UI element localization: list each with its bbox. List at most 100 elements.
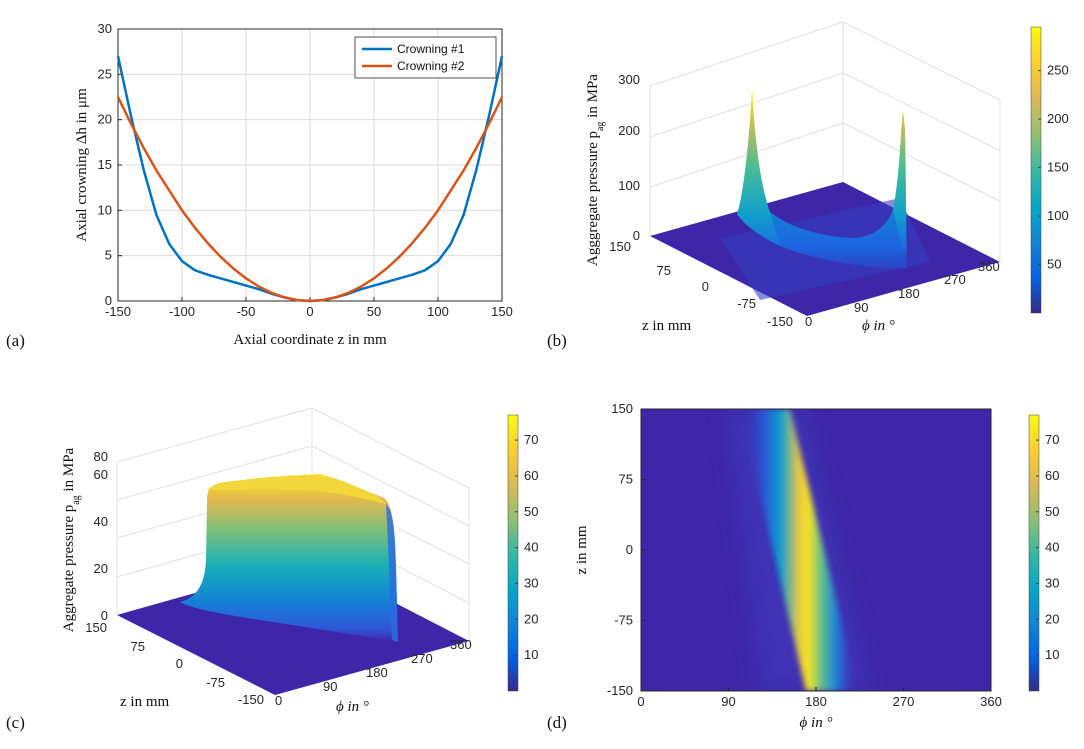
axes-d-xlabel: ϕ in °	[800, 715, 833, 731]
surface-c-plateau-side	[386, 504, 398, 642]
axes-b-zlabel-sub: ag	[595, 122, 606, 131]
tick-b-phi: 180	[898, 286, 920, 301]
tick-c-phi: 0	[275, 693, 282, 708]
tick-b-z: -150	[767, 314, 793, 329]
colorbar-tick: 50	[524, 504, 538, 519]
colorbar-tick: 40	[524, 540, 538, 555]
colorbar-tick: 60	[524, 468, 538, 483]
tick-b-phi: 0	[805, 314, 812, 329]
legend-a-box	[354, 36, 497, 79]
axes-a-xlabel: Axial coordinate z in mm	[233, 332, 387, 348]
surface-c-plateau-front	[180, 474, 398, 642]
panel-c-label: (c)	[6, 713, 25, 732]
tick-b-p: 300	[618, 72, 640, 87]
colorbar-tick: 20	[524, 611, 538, 626]
axes-d-ylabel: z in mm	[574, 525, 590, 574]
colorbar-tick: 50	[1045, 504, 1059, 519]
axes-b-zlabel-suffix: in MPa	[585, 74, 601, 122]
axes-c-z-ticks: 150 75 0 -75 -150	[85, 620, 264, 707]
colorbar-tick: 200	[1047, 111, 1069, 126]
tick-b-p: 0	[633, 228, 640, 243]
tick-b-phi: 360	[978, 259, 1000, 274]
colorbar-tick: 60	[1045, 468, 1059, 483]
axes-b-ylabel: z in mm	[642, 318, 691, 334]
colorbar-d-ticks: 10 20 30 40 50 60 70	[1036, 432, 1059, 662]
axes-c-p-ticks: 0 20 40 60 80	[94, 449, 108, 623]
axes-b-xlabel: ϕ in °	[862, 318, 895, 334]
tick-d-x: 270	[893, 694, 915, 709]
tick-c-z: -75	[206, 675, 225, 690]
colorbar-tick: 10	[524, 647, 538, 662]
colorbar-tick: 30	[524, 575, 538, 590]
tick-c-z: 0	[176, 656, 183, 671]
tick-b-z: 75	[657, 263, 671, 278]
tick-c-z: -150	[238, 692, 264, 707]
tick-a-x: -150	[105, 304, 131, 319]
colorbar-d	[1028, 414, 1040, 692]
colorbar-tick: 150	[1047, 160, 1069, 175]
panel-d-heatmap: 0 90 180 270 360 150 75 0 -75 -150 ϕ in ° z in m…	[547, 401, 1059, 732]
tick-d-y: -75	[614, 613, 633, 628]
panel-c-surface: 0 20 40 60 80 150 75 0 -75 -150 0 90 180 270 360 Agg…	[6, 407, 538, 732]
tick-d-x: 360	[980, 694, 1002, 709]
tick-c-p: 80	[94, 449, 108, 464]
tick-b-z: 0	[702, 279, 709, 294]
axes-d-y-ticks: 150 75 0 -75 -150	[607, 401, 645, 698]
colorbar-tick: 30	[1045, 575, 1059, 590]
tick-a-y: 15	[98, 157, 112, 172]
legend-a: Crowning #1 Crowning #2	[354, 36, 497, 79]
series-line-2	[116, 96, 504, 303]
colorbar-tick: 20	[1045, 611, 1059, 626]
tick-a-y: 5	[105, 248, 112, 263]
axes-d-x-ticks: 0 90 180 270 360	[637, 687, 1002, 709]
tick-a-x: -50	[237, 304, 256, 319]
tick-c-z: 75	[131, 639, 145, 654]
surface-c-plateau-top	[207, 475, 386, 504]
tick-c-phi: 90	[323, 679, 337, 694]
tick-a-x: 100	[427, 304, 449, 319]
axes-c-zlabel-suffix: in MPa	[61, 447, 77, 495]
legend-a-entry-2: Crowning #2	[397, 59, 465, 73]
tick-a-x: 50	[367, 304, 381, 319]
tick-b-z: -75	[737, 296, 756, 311]
tick-c-z: 150	[85, 620, 107, 635]
tick-a-y: 25	[98, 66, 112, 81]
tick-c-phi: 270	[411, 651, 433, 666]
tick-b-p: 100	[618, 178, 640, 193]
tick-b-phi: 90	[854, 300, 868, 315]
tick-a-x: -100	[169, 304, 195, 319]
tick-a-y: 0	[105, 293, 112, 308]
colorbar-b	[1030, 26, 1042, 314]
panel-b-label: (b)	[547, 331, 567, 350]
axes-c-zlabel-main: Aggregate pressure p	[61, 505, 77, 632]
tick-a-y: 30	[98, 21, 112, 36]
tick-c-phi: 180	[366, 665, 388, 680]
colorbar-tick: 250	[1047, 63, 1069, 78]
axes-c-zlabel-sub: ag	[71, 495, 82, 504]
tick-d-y: 0	[626, 542, 633, 557]
axes-b-z-ticks: 150 75 0 -75 -150	[609, 239, 793, 329]
tick-d-y: -150	[607, 683, 633, 698]
tick-d-x: 180	[805, 694, 827, 709]
tick-b-p: 200	[618, 123, 640, 138]
tick-c-phi: 360	[450, 637, 472, 652]
axes-b-zlabel: Agggregate pressure pag in MPa	[585, 74, 606, 266]
colorbar-c-ticks: 10 20 30 40 50 60 70	[515, 432, 538, 662]
axes-c-ylabel: z in mm	[120, 694, 169, 710]
axes-c-xlabel: ϕ in °	[336, 699, 369, 715]
colorbar-b-ticks: 50 100 150 200 250	[1038, 63, 1069, 272]
colorbar-tick: 50	[1047, 257, 1061, 272]
axes-c-zlabel: Aggregate pressure pag in MPa	[61, 447, 82, 632]
colorbar-tick: 40	[1045, 540, 1059, 555]
tick-a-y: 10	[98, 202, 112, 217]
tick-d-y: 75	[619, 472, 633, 487]
legend-a-entry-1: Crowning #1	[397, 42, 465, 56]
tick-c-p: 0	[101, 608, 108, 623]
tick-d-y: 150	[611, 401, 633, 416]
tick-d-x: 0	[637, 694, 644, 709]
axes-a-x-ticks: -150 -100 -50 0 50 100 150	[105, 297, 513, 319]
panel-b-surface: 0 100 200 300 150 75 0 -75 -150 0 90 180 270 360 Ag…	[547, 21, 1069, 350]
tick-a-x: 0	[306, 304, 313, 319]
tick-d-x: 90	[721, 694, 735, 709]
